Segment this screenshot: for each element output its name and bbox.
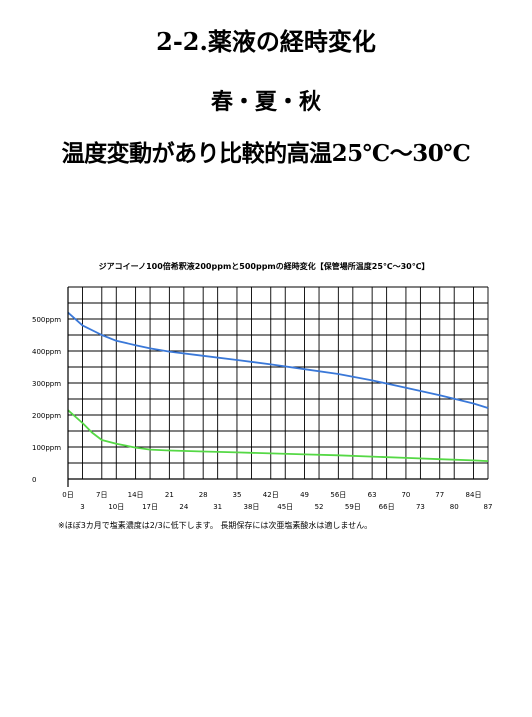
- concentration-line-chart: ジアコイーノ100倍希釈液200ppmと500ppmの経時変化【保管場所温度25…: [32, 261, 492, 511]
- x-tick-label: 42日: [263, 491, 279, 499]
- x-tick-label: 14日: [128, 491, 144, 499]
- x-tick-label: 66日: [379, 503, 395, 511]
- series-line-500ppm: [67, 311, 489, 409]
- temperature-subtitle: 温度変動があり比較的高温25℃～30℃: [61, 140, 471, 167]
- x-tick-label: 84日: [466, 491, 482, 499]
- x-tick-label: 0日: [62, 491, 73, 499]
- footnote: ※ほぼ3カ月で塩素濃度は2/3に低下します。 長期保存には次亜塩素酸水は適しませ…: [58, 521, 373, 530]
- x-tick-label: 21: [165, 491, 174, 499]
- x-tick-label: 49: [300, 491, 309, 499]
- x-tick-label: 87: [484, 503, 493, 511]
- x-tick-label: 28: [199, 491, 208, 499]
- y-tick-label: 500ppm: [32, 316, 61, 324]
- x-tick-label: 45日: [277, 503, 293, 511]
- x-tick-label: 10日: [108, 503, 124, 511]
- chart-title: ジアコイーノ100倍希釈液200ppmと500ppmの経時変化【保管場所温度25…: [99, 261, 430, 271]
- y-tick-label: 200ppm: [32, 412, 61, 420]
- y-tick-label: 400ppm: [32, 348, 61, 356]
- x-tick-label: 80: [450, 503, 459, 511]
- x-tick-label: 3: [80, 503, 84, 511]
- x-tick-label: 70: [401, 491, 410, 499]
- x-tick-label: 38日: [243, 503, 259, 511]
- x-tick-label: 59日: [345, 503, 361, 511]
- x-tick-label: 52: [315, 503, 324, 511]
- x-tick-label: 7日: [96, 491, 107, 499]
- x-tick-label: 31: [213, 503, 222, 511]
- y-tick-label: 0: [32, 476, 36, 484]
- y-tick-label: 300ppm: [32, 380, 61, 388]
- x-tick-label: 77: [435, 491, 444, 499]
- chart-series: [67, 311, 489, 462]
- x-tick-label: 56日: [330, 491, 346, 499]
- chart-axes: 0 100ppm 200ppm 300ppm 400ppm 500ppm 0日 7日 14日 21…: [32, 287, 492, 511]
- series-line-200ppm: [67, 409, 489, 462]
- season-heading: 春・夏・秋: [210, 89, 321, 115]
- y-tick-label: 100ppm: [32, 444, 61, 452]
- x-tick-label: 35: [233, 491, 242, 499]
- chart-grid: [67, 286, 489, 480]
- x-tick-label: 17日: [142, 503, 158, 511]
- x-tick-label: 73: [416, 503, 425, 511]
- page-title: 2-2.薬液の経時変化: [156, 27, 376, 56]
- x-tick-label: 24: [179, 503, 188, 511]
- x-tick-label: 63: [368, 491, 377, 499]
